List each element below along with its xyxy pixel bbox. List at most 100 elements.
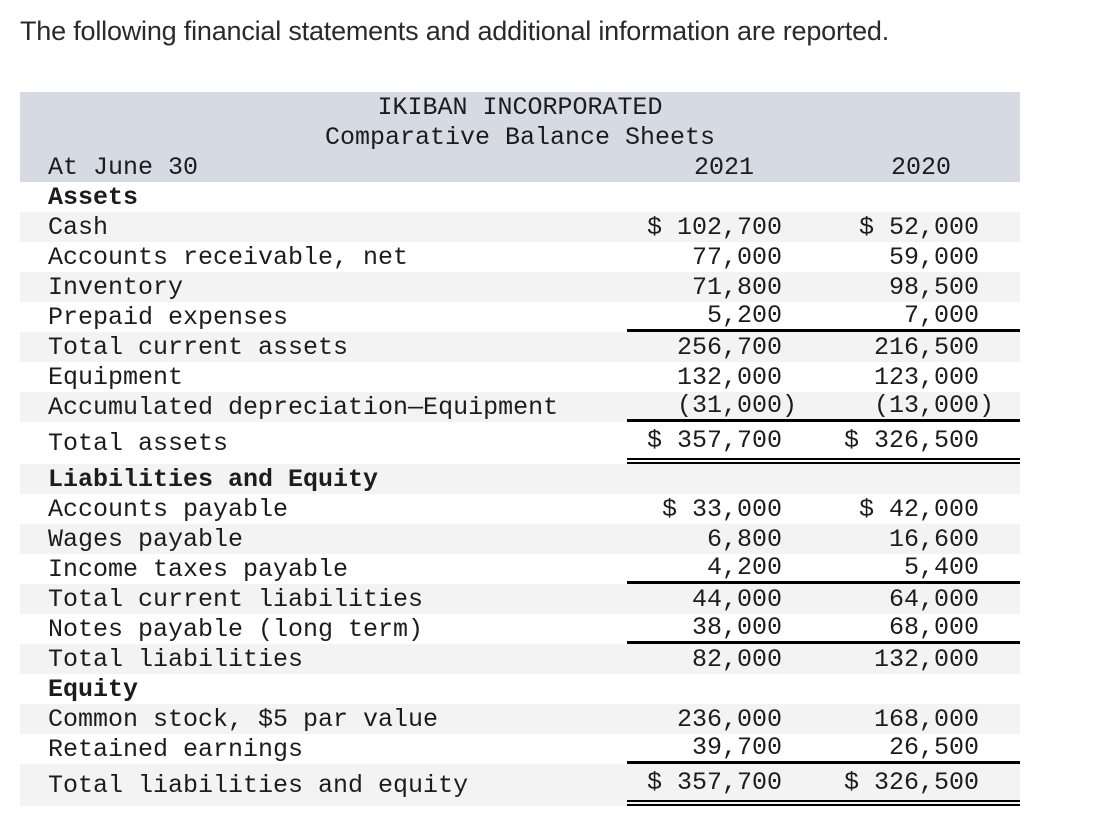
table-header-band: IKIBAN INCORPORATED Comparative Balance …: [20, 92, 1020, 182]
row-label: Cash: [48, 212, 109, 242]
row-values: 4,200 5,400: [627, 553, 1020, 584]
value-2021: 77,000: [627, 243, 790, 272]
value-text: 216,500: [873, 332, 979, 362]
value-text: 82,000: [691, 644, 782, 674]
row-values: 82,000 132,000: [627, 644, 1020, 674]
value-2021: 4,200: [627, 553, 790, 582]
row-values: 44,000 64,000: [627, 584, 1020, 614]
value-text: 59,000: [888, 242, 979, 272]
section-header-label: Equity: [48, 674, 139, 704]
value-2021: 5,200: [627, 301, 790, 330]
row-label: Notes payable (long term): [48, 614, 424, 644]
value-text: 44,000: [691, 584, 782, 614]
row-values: 39,700 26,500: [627, 733, 1020, 764]
value-2020: $ 42,000: [790, 495, 987, 524]
value-text: (13,000): [873, 391, 994, 420]
value-2020: 68,000: [790, 613, 987, 642]
column-header-2020: 2020: [890, 152, 951, 182]
date-label: At June 30: [48, 152, 199, 182]
value-2021: (31,000): [627, 391, 797, 420]
value-2021: 38,000: [627, 613, 790, 642]
section-header-label: Assets: [48, 182, 139, 212]
row-label: Total liabilities: [48, 644, 304, 674]
value-2020: 7,000: [790, 301, 987, 330]
row-values: [627, 182, 1020, 212]
intro-text: The following financial statements and a…: [20, 16, 890, 46]
row-values: 38,000 68,000: [627, 613, 1020, 644]
value-text: 64,000: [888, 584, 979, 614]
value-2020: 216,500: [790, 333, 987, 362]
value-text: $ 33,000: [661, 494, 782, 524]
value-2021: $ 357,700: [627, 768, 790, 797]
value-2021: 236,000: [627, 705, 790, 734]
value-2020: (13,000): [790, 391, 994, 420]
row-label: Accumulated depreciation—Equipment: [48, 392, 559, 422]
table-row: Total assets $ 357,700 $ 326,500: [20, 422, 1020, 464]
row-label: Common stock, $5 par value: [48, 704, 439, 734]
value-2020: 26,500: [790, 733, 987, 762]
value-2020: $ 326,500: [790, 426, 987, 455]
table-row: Total liabilities and equity $ 357,700 $ 3…: [20, 764, 1020, 806]
table-row: Accounts payable $ 33,000 $ 42,000: [20, 494, 1020, 524]
value-2021: 71,800: [627, 273, 790, 302]
value-text: 16,600: [888, 524, 979, 554]
row-label: Income taxes payable: [48, 554, 349, 584]
value-text: 168,000: [873, 704, 979, 734]
section-header-label: Liabilities and Equity: [48, 464, 379, 494]
row-label: Accounts payable: [48, 494, 289, 524]
value-2021: 39,700: [627, 733, 790, 762]
row-values: 256,700 216,500: [627, 332, 1020, 362]
value-2021: 44,000: [627, 585, 790, 614]
value-text: 26,500: [888, 733, 979, 762]
value-text: $ 326,500: [843, 767, 979, 797]
row-values: 77,000 59,000: [627, 242, 1020, 272]
value-text: $ 102,700: [646, 212, 782, 242]
value-text: 68,000: [888, 613, 979, 642]
row-label: Retained earnings: [48, 734, 304, 764]
company-name: IKIBAN INCORPORATED: [377, 92, 663, 122]
table-body: Assets Cash $ 102,700 $ 52,000 Accounts rece…: [20, 182, 1020, 806]
value-text: 39,700: [691, 733, 782, 762]
table-row: Liabilities and Equity: [20, 464, 1020, 494]
value-2020: 16,600: [790, 525, 987, 554]
value-2020: $ 52,000: [790, 213, 987, 242]
table-row: Notes payable (long term) 38,000 68,000: [20, 613, 1020, 644]
table-row: Cash $ 102,700 $ 52,000: [20, 212, 1020, 242]
table-row: Retained earnings 39,700 26,500: [20, 733, 1020, 764]
value-2021: 256,700: [627, 333, 790, 362]
value-text: 77,000: [691, 242, 782, 272]
value-2021: 6,800: [627, 525, 790, 554]
value-text: $ 357,700: [646, 425, 782, 455]
value-2020: 132,000: [790, 645, 987, 674]
value-text: 7,000: [903, 301, 979, 330]
value-text: 5,200: [706, 301, 782, 330]
row-values: [627, 674, 1020, 704]
value-2020: 59,000: [790, 243, 987, 272]
table-row: Accounts receivable, net 77,000 59,000: [20, 242, 1020, 272]
table-row: Assets: [20, 182, 1020, 212]
value-2020: 5,400: [790, 553, 987, 582]
row-label: Total liabilities and equity: [48, 770, 469, 800]
value-text: 4,200: [706, 553, 782, 582]
row-label: Total current assets: [48, 332, 349, 362]
value-text: 38,000: [691, 613, 782, 642]
value-text: $ 52,000: [858, 212, 979, 242]
row-values: 5,200 7,000: [627, 301, 1020, 332]
value-2020: 168,000: [790, 705, 987, 734]
table-row: Accumulated depreciation—Equipment (31,00…: [20, 391, 1020, 422]
row-values: 6,800 16,600: [627, 524, 1020, 554]
column-header-2021: 2021: [693, 152, 754, 182]
value-2021: 132,000: [627, 363, 790, 392]
value-text: $ 326,500: [843, 425, 979, 455]
value-2020: $ 326,500: [790, 768, 987, 797]
row-label: Total current liabilities: [48, 584, 424, 614]
row-values: $ 357,700 $ 326,500: [627, 422, 1020, 464]
row-label: Wages payable: [48, 524, 244, 554]
value-text: 98,500: [888, 272, 979, 302]
table-row: Wages payable 6,800 16,600: [20, 524, 1020, 554]
row-values: 236,000 168,000: [627, 704, 1020, 734]
row-label: Prepaid expenses: [48, 302, 289, 332]
value-2021: $ 102,700: [627, 213, 790, 242]
value-2021: $ 33,000: [627, 495, 790, 524]
row-label: Accounts receivable, net: [48, 242, 409, 272]
